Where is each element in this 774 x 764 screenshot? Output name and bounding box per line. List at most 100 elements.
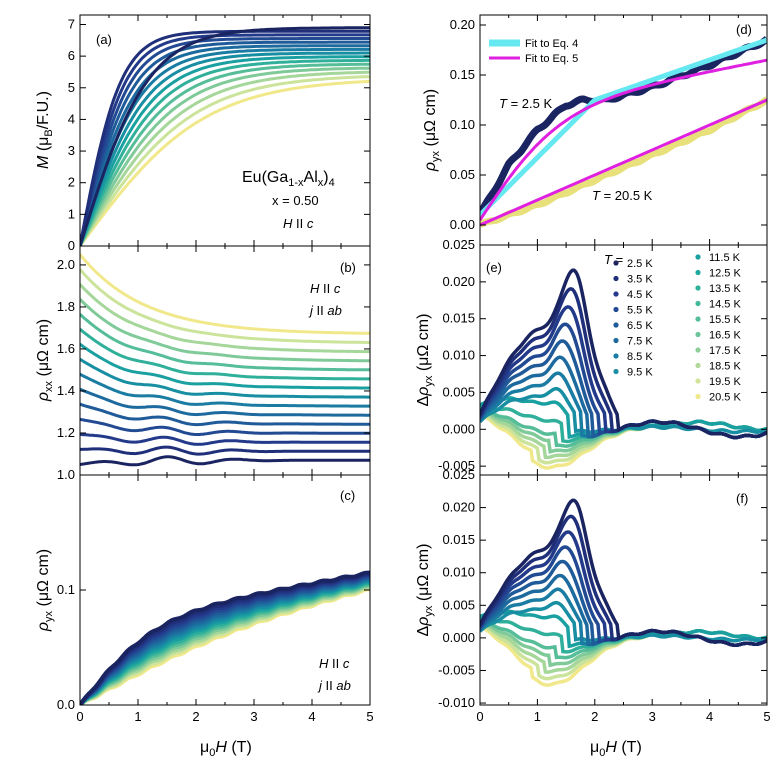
legend-temp-label: 7.5 K	[627, 336, 653, 348]
rho-xx-curve	[80, 342, 370, 390]
rho-xx-curve	[80, 432, 370, 446]
y-tick-label: 7	[68, 16, 75, 31]
magnetization-curve	[80, 70, 370, 246]
y-tick-label: -0.005	[438, 458, 475, 473]
legend-marker	[613, 306, 619, 313]
legend-marker	[695, 331, 701, 338]
legend-temp-label: 2.5 K	[627, 258, 653, 270]
magnetization-curve	[80, 40, 370, 246]
x-tick-label: 2	[591, 709, 598, 724]
magnetization-curve	[80, 55, 370, 246]
legend-temp-label: 19.5 K	[709, 376, 741, 388]
x-tick-label: 5	[366, 709, 373, 724]
y-tick-label: 5	[68, 80, 75, 95]
y-tick-label: 0.1	[57, 582, 75, 597]
y-tick-label: 0.0	[57, 697, 75, 712]
legend-marker	[613, 353, 619, 359]
legend-marker	[695, 300, 701, 307]
panel-d-curves	[480, 36, 767, 228]
panel-label-d: (d)	[736, 22, 752, 37]
y-tick-label: 0.010	[442, 348, 475, 363]
fit-eq4	[480, 37, 767, 217]
legend-temp-label: 18.5 K	[709, 361, 741, 373]
y-tick-label: 0.015	[442, 311, 475, 326]
legend-marker	[613, 337, 619, 344]
magnetization-curve	[80, 51, 370, 246]
fit-eq5-high	[480, 98, 767, 227]
legend-marker	[695, 269, 701, 276]
magnetization-curve	[80, 62, 370, 246]
y-tick-label: 0.020	[442, 274, 475, 289]
y-label-b: ρxx (μΩ cm)	[35, 319, 55, 402]
x-tick-label: 5	[763, 709, 770, 724]
y-tick-label: 0.010	[442, 565, 475, 580]
magnetization-curve	[80, 37, 370, 246]
x-tick-label: 4	[308, 709, 315, 724]
rho-xx-curve	[80, 313, 370, 372]
y-tick-label: -0.010	[438, 695, 475, 710]
magnetization-curve	[80, 75, 370, 246]
legend-temp-label: 11.5 K	[709, 252, 741, 264]
legend-marker	[613, 291, 619, 297]
y-label-e: Δρyx (μΩ cm)	[415, 314, 435, 407]
panel-c-curves	[80, 570, 370, 705]
magnetization-curve	[80, 44, 370, 246]
rho-xx-curve	[80, 417, 370, 436]
legend-temp-label: 4.5 K	[627, 289, 653, 301]
legend-marker	[613, 260, 619, 266]
legend-temp-label: 9.5 K	[627, 367, 653, 379]
legend-label-eq5: Fit to Eq. 5	[525, 53, 578, 65]
delta-rho-yx-curve	[480, 498, 767, 647]
y-tick-label: 0.025	[442, 237, 475, 252]
legend-marker	[695, 285, 701, 291]
delta-rho-yx-curve	[480, 268, 767, 440]
y-label-f: Δρyx (μΩ cm)	[415, 544, 435, 637]
y-tick-label: 0.10	[450, 117, 475, 132]
magnetization-curve	[80, 66, 370, 246]
field-direction-annotation-b: H II c	[310, 281, 341, 296]
legend-temp-label: 8.5 K	[627, 351, 653, 363]
data-20.5K	[480, 96, 767, 228]
y-label-d: ρyx (μΩ cm)	[422, 89, 442, 172]
y-label-a: M (μB/F.U.)	[35, 91, 55, 169]
panel-b-curves	[80, 253, 370, 467]
y-tick-label: 1.4	[57, 383, 75, 398]
y-tick-label: -0.005	[438, 662, 475, 677]
x-tick-label: 1	[134, 709, 141, 724]
x-tick-label: 1	[534, 709, 541, 724]
legend-marker	[695, 347, 701, 353]
legend-temp-label: 20.5 K	[709, 392, 741, 404]
x-tick-label: 0	[76, 709, 83, 724]
rho-xx-curve	[80, 253, 370, 335]
formula-annotation: Eu(Ga1-xAlx)4	[242, 169, 335, 189]
current-direction-annotation-b: j II ab	[308, 303, 342, 318]
y-tick-label: 0	[68, 238, 75, 253]
rho-xx-curve	[80, 445, 370, 456]
y-tick-label: 1.0	[57, 467, 75, 482]
legend-temp-label: 12.5 K	[709, 268, 741, 280]
legend-temp-label: 13.5 K	[709, 283, 741, 295]
magnetization-curve	[80, 26, 370, 246]
panel-f-curves	[480, 498, 767, 687]
legend-temp-label: 5.5 K	[627, 305, 653, 317]
panel-label-f: (f)	[736, 491, 748, 506]
legend-marker	[695, 316, 701, 322]
y-tick-label: 0.015	[442, 532, 475, 547]
panel-label-a: (a)	[96, 32, 112, 47]
y-tick-label: 0.000	[442, 630, 475, 645]
y-tick-label: 3	[68, 143, 75, 158]
legend-temp-label: 17.5 K	[709, 345, 741, 357]
legend-temp-label: 6.5 K	[627, 320, 653, 332]
x-tick-label: 3	[250, 709, 257, 724]
current-direction-annotation-c: j II ab	[317, 678, 351, 693]
panel-label-b: (b)	[340, 260, 356, 275]
magnetization-curve	[80, 79, 370, 246]
y-tick-label: 1.2	[57, 425, 75, 440]
legend-marker	[613, 368, 619, 375]
rho-xx-curve	[80, 372, 370, 408]
y-tick-label: 1	[68, 206, 75, 221]
legend-label-eq4: Fit to Eq. 4	[525, 38, 578, 50]
x-axis-label-left: μ0H (T)	[200, 739, 252, 759]
legend-temp-label: 3.5 K	[627, 274, 653, 286]
rho-yx-curve	[80, 570, 370, 705]
